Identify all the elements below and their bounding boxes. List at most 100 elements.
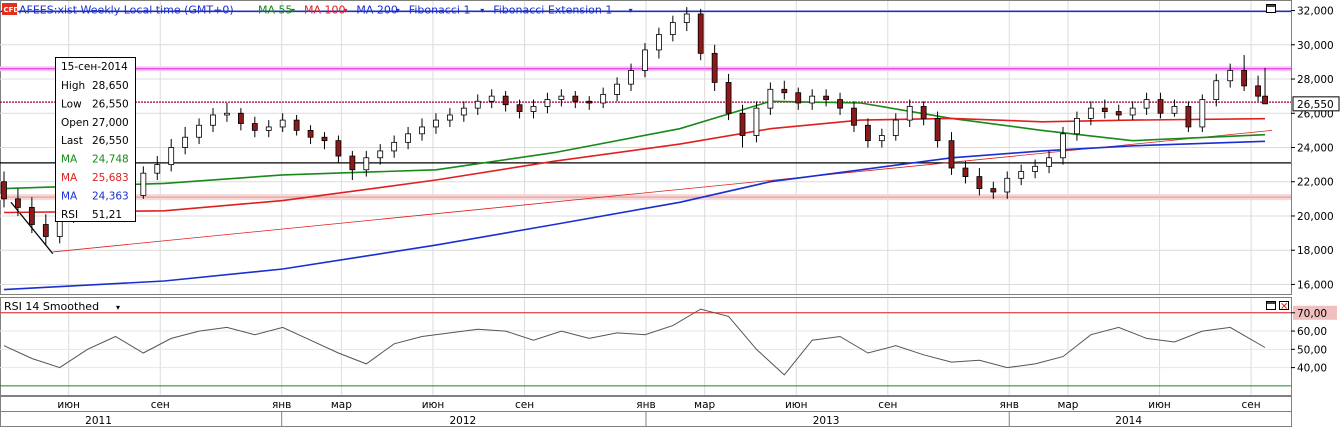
close-rsi-icon[interactable]: ✕	[1280, 302, 1288, 313]
ma-line-ma-200[interactable]	[3, 140, 1266, 291]
indicator-4[interactable]: Fibonacci Extension 1	[493, 4, 612, 17]
candle[interactable]	[15, 188, 21, 216]
candle[interactable]	[906, 99, 913, 127]
candle[interactable]	[321, 132, 328, 150]
ma-line-ma-100[interactable]	[3, 117, 1266, 214]
candle[interactable]	[851, 101, 857, 133]
candle[interactable]	[558, 89, 565, 107]
candle[interactable]	[154, 156, 161, 181]
candle[interactable]	[865, 118, 871, 148]
candle[interactable]	[349, 150, 356, 181]
candle[interactable]	[196, 118, 202, 145]
candle[interactable]	[1143, 92, 1150, 115]
candle[interactable]	[990, 181, 997, 199]
candle[interactable]	[1185, 101, 1192, 133]
candle[interactable]	[237, 108, 244, 131]
candle[interactable]	[697, 8, 704, 61]
candle[interactable]	[28, 197, 35, 234]
candle[interactable]	[614, 77, 620, 102]
indicator-dropdown-icon[interactable]: ▾	[629, 6, 633, 15]
candle[interactable]	[1157, 92, 1164, 119]
candle[interactable]	[460, 101, 467, 122]
candle[interactable]	[628, 63, 634, 92]
candle[interactable]	[739, 104, 746, 148]
candle[interactable]	[1018, 164, 1025, 186]
candle[interactable]	[1255, 75, 1261, 102]
maximize-price-icon[interactable]	[1266, 4, 1276, 13]
candle[interactable]	[837, 92, 843, 115]
candle[interactable]	[279, 113, 286, 133]
candle[interactable]	[934, 111, 941, 148]
candle[interactable]	[823, 89, 830, 107]
rsi-panel-title[interactable]: RSI 14 Smoothed	[4, 300, 99, 313]
candle[interactable]	[809, 89, 816, 110]
candle[interactable]	[572, 91, 579, 109]
candle[interactable]	[976, 168, 983, 196]
candle[interactable]	[948, 132, 955, 175]
candle[interactable]	[530, 99, 537, 119]
indicator-dropdown-icon[interactable]: ▾	[343, 6, 347, 15]
candle[interactable]	[265, 120, 272, 138]
candle[interactable]	[920, 101, 927, 126]
candle[interactable]	[210, 108, 216, 133]
rsi-dropdown-icon[interactable]: ▾	[116, 303, 120, 312]
candle[interactable]	[1115, 104, 1122, 121]
candle[interactable]	[1046, 150, 1052, 174]
candle[interactable]	[182, 126, 189, 155]
indicator-dropdown-icon[interactable]: ▾	[396, 6, 400, 15]
candle[interactable]	[1199, 94, 1206, 133]
indicator-dropdown-icon[interactable]: ▾	[291, 6, 295, 15]
indicator-1[interactable]: MA 100	[304, 4, 346, 17]
candle[interactable]	[892, 113, 899, 141]
candle[interactable]	[1171, 99, 1178, 117]
candle[interactable]	[1004, 171, 1011, 199]
candle[interactable]	[140, 166, 147, 199]
candle[interactable]	[168, 138, 175, 172]
candle[interactable]	[1262, 67, 1268, 105]
candle[interactable]	[377, 144, 384, 165]
candle[interactable]	[419, 118, 425, 141]
candle[interactable]	[405, 126, 411, 150]
ma-line-ma-55[interactable]	[3, 100, 1266, 190]
indicator-2[interactable]: MA 200	[356, 4, 398, 17]
candle[interactable]	[293, 114, 300, 136]
candle[interactable]	[1087, 101, 1094, 126]
maximize-rsi-icon[interactable]	[1266, 301, 1276, 310]
indicator-dropdown-icon[interactable]: ▾	[480, 6, 484, 15]
candle[interactable]	[1213, 73, 1220, 107]
candle[interactable]	[767, 82, 774, 115]
candle[interactable]	[335, 135, 342, 163]
candle[interactable]	[642, 43, 648, 78]
candle[interactable]	[363, 150, 370, 177]
candle[interactable]	[391, 135, 398, 158]
candle[interactable]	[1129, 101, 1136, 121]
candle[interactable]	[781, 80, 788, 100]
close-rsi-icon-box[interactable]	[1279, 301, 1289, 310]
candle[interactable]	[586, 96, 593, 110]
indicator-0[interactable]: MA 55	[258, 4, 293, 17]
candle[interactable]	[656, 27, 662, 59]
candle[interactable]	[878, 128, 885, 148]
candle[interactable]	[753, 101, 760, 143]
indicator-legend[interactable]: MA 55▾ MA 100▾ MA 200▾ Fibonacci 1 ▾ Fibonacc…	[258, 4, 633, 17]
candle[interactable]	[669, 15, 676, 42]
candle[interactable]	[1101, 99, 1108, 119]
candle[interactable]	[224, 102, 230, 122]
candle[interactable]	[725, 73, 732, 121]
candle[interactable]	[1, 171, 7, 208]
candle[interactable]	[711, 44, 718, 92]
candle[interactable]	[474, 94, 481, 115]
candle[interactable]	[683, 7, 690, 32]
trendline-1[interactable]	[52, 129, 1273, 253]
candle[interactable]	[307, 125, 314, 145]
candle[interactable]	[1074, 111, 1080, 141]
indicator-3[interactable]: Fibonacci 1	[409, 4, 471, 17]
candle[interactable]	[795, 87, 802, 110]
candle[interactable]	[433, 113, 439, 134]
rsi-line[interactable]	[3, 308, 1266, 376]
candle[interactable]	[502, 91, 509, 112]
candle[interactable]	[1241, 55, 1248, 92]
candle[interactable]	[1032, 159, 1039, 179]
candle[interactable]	[516, 99, 523, 119]
candle[interactable]	[1060, 126, 1066, 165]
